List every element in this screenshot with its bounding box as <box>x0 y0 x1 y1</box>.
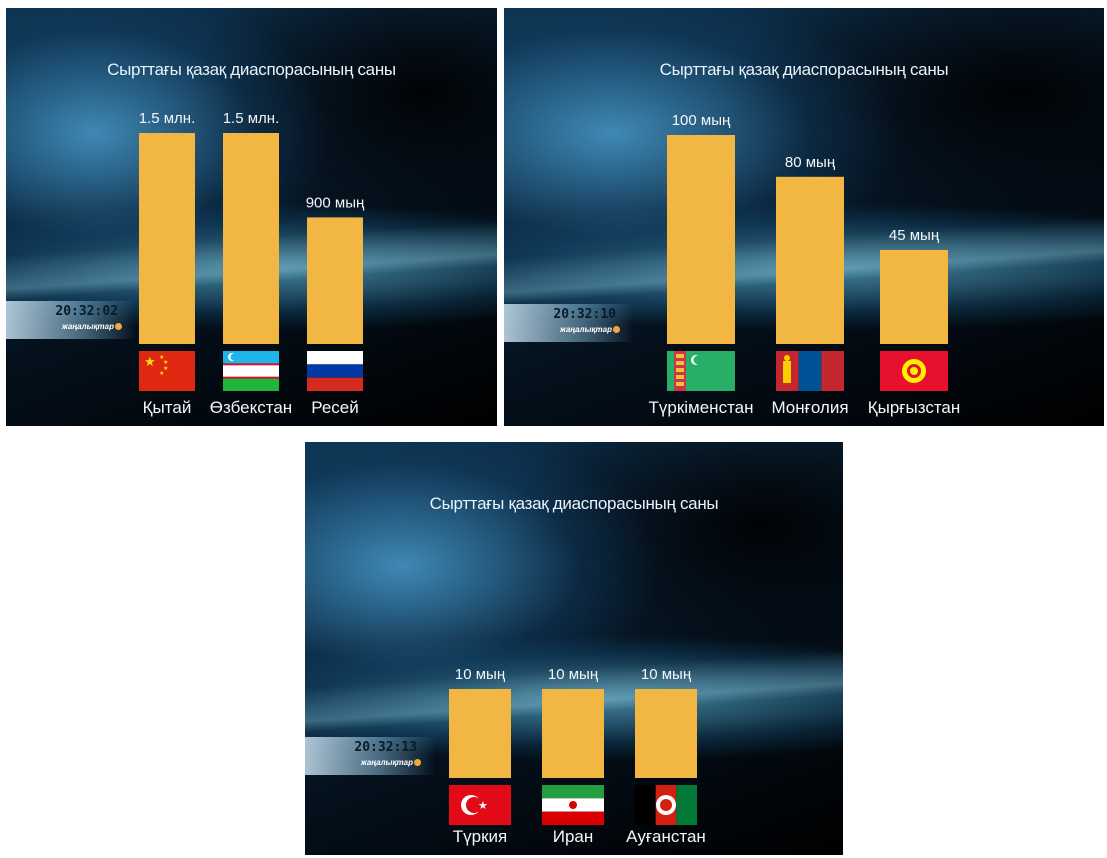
chart-title: Сырттағы қазақ диаспорасының саны <box>429 494 719 513</box>
broadcast-clock: 20:32:10 жаңалықтар <box>504 304 634 342</box>
chart-title: Сырттағы қазақ диаспорасының саны <box>659 60 949 79</box>
bar <box>449 689 511 778</box>
svg-text:★: ★ <box>478 799 488 812</box>
broadcast-clock: 20:32:02 жаңалықтар <box>6 301 136 339</box>
bar-value-label: 10 мың <box>455 666 506 683</box>
svg-text:★: ★ <box>163 365 168 372</box>
bar-value-label: 10 мың <box>641 666 692 683</box>
bar <box>635 689 697 778</box>
china-flag-icon: ★ ★★★★ <box>139 351 195 391</box>
category-label: Иран <box>553 827 594 846</box>
category-label: Монғолия <box>771 398 848 417</box>
turkey-flag-icon: ★ <box>449 785 511 825</box>
bar <box>880 249 948 344</box>
bar <box>307 217 363 344</box>
chart-title: Сырттағы қазақ диаспорасының саны <box>107 60 396 79</box>
bar-value-label: 10 мың <box>548 666 599 683</box>
category-label: Қырғызстан <box>868 398 961 417</box>
kyrgyzstan-flag-icon <box>880 351 948 391</box>
uzbekistan-flag-icon <box>223 351 279 391</box>
bar-value-label: 80 мың <box>785 154 836 171</box>
channel-logo: жаңалықтар <box>62 322 122 331</box>
bar-value-label: 1.5 млн. <box>139 110 196 127</box>
bar <box>542 689 604 778</box>
category-label: Түркия <box>453 827 507 846</box>
afghanistan-flag-icon <box>635 785 697 825</box>
svg-text:★: ★ <box>163 359 168 366</box>
bar <box>139 133 195 344</box>
mongolia-flag-icon <box>776 351 844 391</box>
category-label: Ресей <box>311 398 359 417</box>
iran-flag-icon <box>542 785 604 825</box>
russia-flag-icon <box>307 351 363 391</box>
bar <box>223 133 279 344</box>
bar-value-label: 900 мың <box>306 194 365 211</box>
category-label: Өзбекстан <box>210 398 292 417</box>
bar-value-label: 45 мың <box>889 227 940 244</box>
svg-text:★: ★ <box>144 355 156 370</box>
category-label: Қытай <box>143 398 192 417</box>
clock-time: 20:32:02 <box>55 304 118 319</box>
broadcast-clock: 20:32:13 жаңалықтар <box>305 737 435 775</box>
clock-time: 20:32:10 <box>553 307 616 322</box>
bar <box>667 135 735 344</box>
turkmenistan-flag-icon <box>667 351 735 391</box>
chart-panel-2: Сырттағы қазақ диаспорасының саны 20:32:… <box>504 8 1104 426</box>
category-label: Ауғанстан <box>626 827 706 846</box>
bar-value-label: 1.5 млн. <box>223 110 280 127</box>
chart-panel-3: Сырттағы қазақ диаспорасының саны 20:32:… <box>305 442 843 855</box>
channel-logo: жаңалықтар <box>560 325 620 334</box>
category-label: Түркіменстан <box>648 398 753 417</box>
svg-text:★: ★ <box>159 370 164 377</box>
bar <box>776 176 844 344</box>
bar-value-label: 100 мың <box>672 112 731 129</box>
clock-time: 20:32:13 <box>354 740 417 755</box>
chart-panel-1: Сырттағы қазақ диаспорасының саны 20:32:… <box>6 8 497 426</box>
svg-text:★: ★ <box>159 354 164 361</box>
bar-chart: 10 мың ★ Түркия 10 мың Иран 10 мың Ауғанстан <box>449 666 706 846</box>
bar-chart: 100 мың Түркіменстан 80 мың Монғолия 45 мың Қ… <box>648 112 961 417</box>
channel-logo: жаңалықтар <box>361 758 421 767</box>
